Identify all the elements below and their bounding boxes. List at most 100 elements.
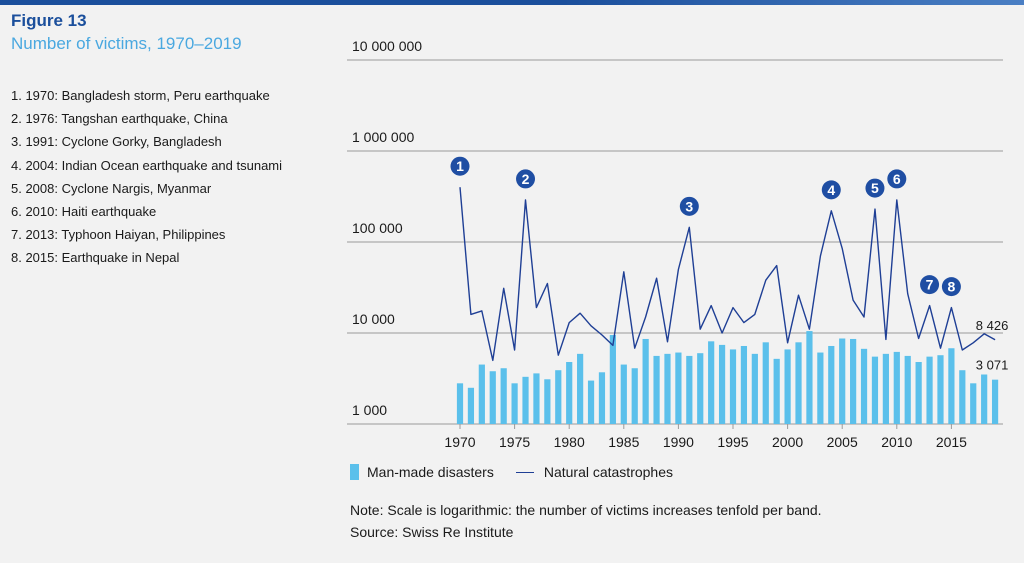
event-marker-label: 8	[948, 279, 956, 295]
bar-1976	[522, 376, 529, 424]
event-marker-4	[821, 180, 841, 200]
bar-2000	[784, 349, 791, 424]
bar-1985	[620, 364, 627, 424]
bar-2013	[926, 356, 933, 424]
bar-2019	[991, 379, 999, 424]
bar-1986	[631, 368, 638, 424]
x-tick-label: 2010	[881, 434, 912, 450]
gridlines	[347, 59, 1003, 425]
y-tick-label: 10 000	[352, 311, 395, 327]
event-item-2: 2. 1976: Tangshan earthquake, China	[11, 111, 228, 127]
event-marker-3	[679, 196, 699, 216]
man-made-bars	[456, 331, 999, 424]
event-marker-label: 2	[522, 171, 530, 187]
x-tick-label: 2015	[936, 434, 967, 450]
bar-1989	[664, 353, 671, 424]
x-tick-label: 1970	[444, 434, 475, 450]
natural-line	[459, 187, 996, 362]
event-item-3: 3. 1991: Cyclone Gorky, Bangladesh	[11, 134, 222, 150]
event-marker-label: 6	[893, 171, 901, 187]
y-tick-label: 10 000 000	[352, 38, 422, 54]
data-label-2019: 8 426	[976, 318, 1009, 333]
bar-1970	[456, 383, 464, 424]
legend: Man-made disasters Natural catastrophes	[350, 464, 673, 480]
bar-1973	[489, 371, 496, 424]
bar-2004	[828, 345, 835, 424]
bar-1999	[773, 358, 780, 424]
bar-1983	[598, 372, 606, 424]
bar-1996	[740, 345, 748, 424]
data-label-2019: 3 071	[976, 358, 1009, 373]
event-marker-8	[941, 277, 961, 297]
bar-2011	[904, 355, 911, 424]
y-tick-labels: 10 000 000 1 000 000 100 000 10 000 1 000	[352, 38, 422, 418]
bar-2016	[959, 370, 966, 424]
bar-1992	[697, 353, 704, 424]
bar-1993	[708, 341, 715, 424]
bar-2001	[795, 342, 802, 424]
bar-2010	[893, 351, 900, 424]
figure-title: Number of victims, 1970–2019	[11, 34, 242, 53]
y-tick-label: 1 000	[352, 402, 387, 418]
bar-2012	[915, 362, 922, 424]
x-tick-label: 1990	[663, 434, 694, 450]
bar-2006	[850, 338, 857, 424]
event-item-5: 5. 2008: Cyclone Nargis, Myanmar	[11, 180, 212, 196]
x-tick-labels: 1970 1975 1980 1985 1990 1995 2000 2005 2010 2015	[444, 424, 967, 450]
event-marker-label: 5	[871, 180, 879, 196]
bar-2018	[981, 374, 988, 424]
x-tick-label: 1975	[499, 434, 530, 450]
event-list: 1. 1970: Bangladesh storm, Peru earthqua…	[11, 84, 282, 270]
y-tick-label: 100 000	[352, 220, 403, 236]
event-marker-2	[516, 169, 536, 189]
legend-bar-label: Man-made disasters	[367, 464, 494, 480]
event-marker-7	[920, 275, 940, 295]
event-marker-label: 4	[827, 182, 835, 198]
bar-1997	[751, 353, 758, 424]
bar-1979	[555, 370, 562, 424]
bar-2005	[839, 338, 846, 424]
event-marker-label: 3	[685, 198, 693, 214]
bar-1982	[587, 380, 595, 424]
natural-catastrophes-line	[459, 187, 996, 362]
event-item-8: 8. 2015: Earthquake in Nepal	[11, 250, 180, 266]
bar-1981	[577, 353, 584, 424]
bar-2017	[970, 383, 977, 424]
bar-1994	[718, 344, 726, 424]
bar-2015	[948, 348, 955, 424]
legend-line-label: Natural catastrophes	[543, 464, 674, 480]
x-tick-label: 2000	[772, 434, 803, 450]
figure-label: Figure 13	[11, 11, 87, 30]
y-tick-label: 1 000 000	[352, 129, 414, 145]
event-marker-1	[450, 156, 470, 176]
bar-1990	[675, 352, 682, 424]
bar-1980	[566, 362, 573, 424]
bar-1987	[642, 338, 649, 424]
event-marker-5	[865, 178, 885, 198]
event-item-7: 7. 2013: Typhoon Haiyan, Philippines	[11, 227, 226, 243]
bar-2008	[871, 356, 879, 424]
bar-1972	[478, 364, 485, 424]
x-tick-label: 1985	[608, 434, 639, 450]
bar-1995	[729, 349, 737, 424]
bar-2003	[817, 352, 824, 424]
bar-2009	[882, 353, 889, 424]
event-marker-label: 7	[926, 277, 934, 293]
bar-2002	[806, 331, 813, 424]
event-marker-6	[887, 169, 907, 189]
event-item-6: 6. 2010: Haiti earthquake	[11, 204, 157, 220]
event-item-4: 4. 2004: Indian Ocean earthquake and tsu…	[11, 157, 283, 173]
chart-notes: Note: Scale is logarithmic: the number o…	[350, 499, 822, 543]
bar-2014	[937, 355, 944, 424]
bar-1974	[500, 368, 507, 424]
top-accent-bar	[0, 0, 1024, 5]
event-marker-label: 1	[456, 158, 464, 174]
bar-1978	[544, 379, 551, 424]
legend-line-swatch	[515, 471, 534, 473]
scale-note: Note: Scale is logarithmic: the number o…	[350, 502, 822, 518]
data-labels: 8 426 3 071	[976, 318, 1009, 373]
x-tick-label: 1980	[554, 434, 585, 450]
legend-bar-swatch	[350, 464, 359, 480]
